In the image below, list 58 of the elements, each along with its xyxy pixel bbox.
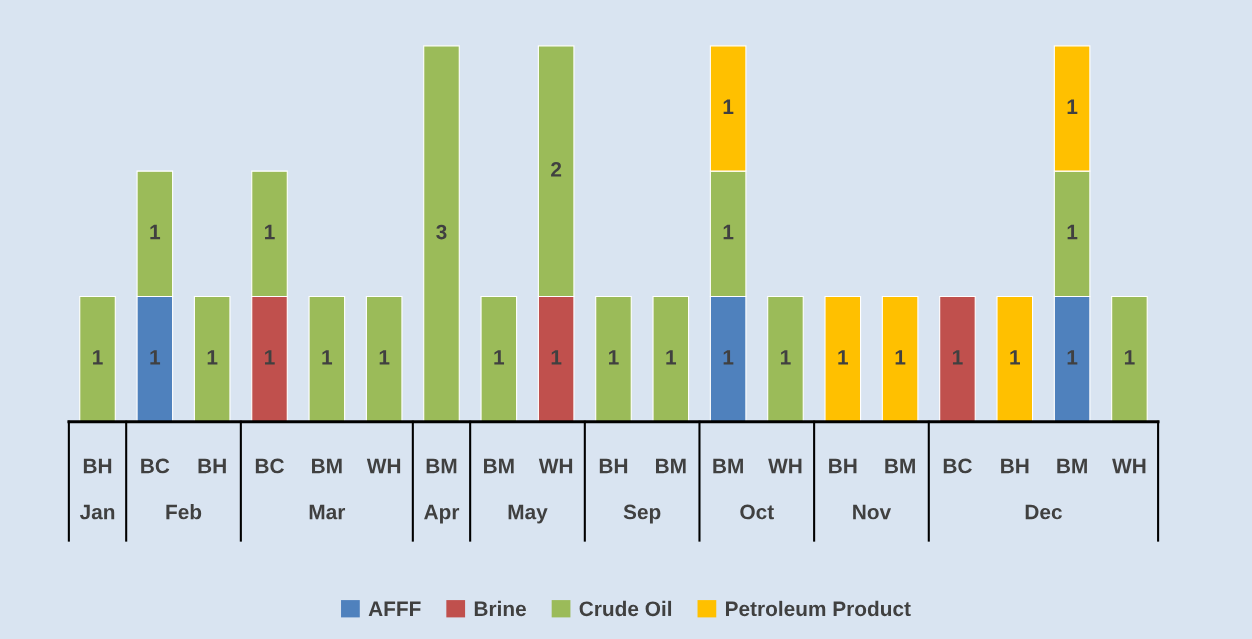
category-label: WH bbox=[538, 458, 573, 474]
category-label: BC bbox=[255, 458, 284, 474]
data-label: 1 bbox=[609, 350, 619, 365]
category-label: Sep bbox=[623, 504, 661, 524]
data-label: 3 bbox=[436, 224, 447, 240]
data-label: 1 bbox=[265, 224, 275, 240]
legend-label: AFFF bbox=[368, 601, 421, 616]
data-label: 1 bbox=[322, 350, 333, 365]
category-label: Feb bbox=[166, 504, 202, 520]
data-label: 1 bbox=[379, 350, 390, 365]
category-label: Oct bbox=[740, 504, 774, 520]
category-label: BH bbox=[599, 458, 628, 474]
category-label: BM bbox=[656, 458, 686, 474]
category-label: Nov bbox=[853, 504, 892, 520]
data-label: 1 bbox=[1124, 350, 1135, 365]
category-label: Dec bbox=[1025, 504, 1062, 520]
category-label: Apr bbox=[424, 504, 460, 524]
data-label: 1 bbox=[150, 350, 161, 365]
legend-label: Crude Oil bbox=[579, 600, 672, 617]
legend-label: Petroleum Product bbox=[725, 600, 911, 617]
data-label: 1 bbox=[265, 350, 275, 365]
legend-label: Brine bbox=[474, 600, 526, 617]
category-label: BM bbox=[1057, 458, 1087, 474]
category-label: BM bbox=[312, 458, 342, 474]
category-label: WH bbox=[1112, 458, 1146, 474]
category-label: BH bbox=[1001, 458, 1029, 474]
data-label: 1 bbox=[494, 350, 505, 365]
category-label: BM bbox=[885, 458, 915, 474]
data-label: 1 bbox=[952, 350, 963, 365]
category-label: BC bbox=[141, 458, 170, 474]
data-label: 1 bbox=[1010, 350, 1020, 365]
data-label: 1 bbox=[1067, 350, 1078, 365]
data-label: 1 bbox=[150, 224, 161, 240]
data-label: 1 bbox=[93, 350, 103, 365]
data-label: 1 bbox=[723, 99, 734, 114]
data-label: 1 bbox=[551, 350, 562, 365]
data-label: 1 bbox=[723, 224, 734, 240]
data-label: 1 bbox=[780, 350, 791, 365]
data-label: 1 bbox=[1067, 99, 1078, 114]
category-label: BH bbox=[829, 458, 857, 474]
category-label: WH bbox=[768, 458, 802, 474]
category-label: BM bbox=[484, 458, 514, 474]
category-label: May bbox=[508, 504, 548, 524]
data-label: 1 bbox=[666, 350, 677, 365]
data-label: 1 bbox=[723, 350, 734, 365]
category-label: BC bbox=[943, 458, 972, 474]
data-label: 1 bbox=[838, 350, 849, 365]
category-label: WH bbox=[366, 458, 401, 474]
data-label: 2 bbox=[551, 161, 562, 177]
data-label: 1 bbox=[207, 350, 218, 365]
category-label: BH bbox=[83, 458, 112, 474]
data-label: 1 bbox=[895, 350, 906, 365]
category-label: BH bbox=[198, 458, 226, 474]
category-label: Mar bbox=[309, 504, 346, 520]
category-label: BM bbox=[713, 458, 743, 474]
category-label: BM bbox=[426, 458, 457, 474]
data-label: 1 bbox=[1067, 224, 1078, 240]
category-label: Jan bbox=[79, 504, 115, 520]
